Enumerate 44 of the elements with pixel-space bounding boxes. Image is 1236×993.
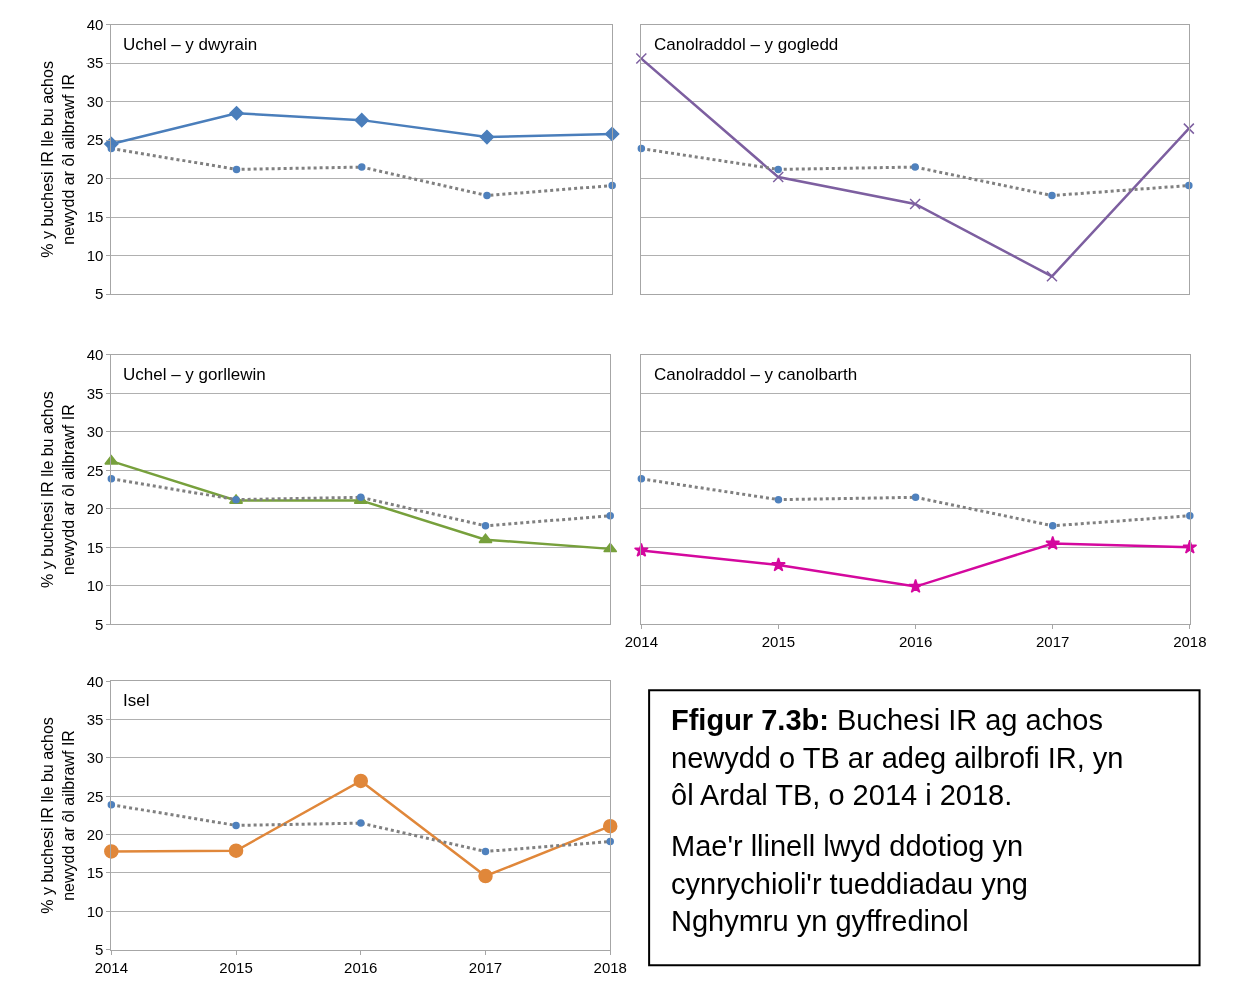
y-tick-label: 15 — [86, 208, 104, 226]
text: Canolraddol – y gogledd — [654, 35, 839, 54]
x-tick-label: 2016 — [344, 958, 378, 976]
y-tick-label: 35 — [86, 384, 104, 402]
y-tick-label: 5 — [94, 940, 104, 958]
text: Isel — [123, 691, 150, 710]
text: Mae'r llinell lwyd ddotiog yn cynrychioli'r tueddiadau yng Nghymru yn gyffredinol — [671, 830, 1028, 938]
y-tick-label: 20 — [86, 169, 104, 187]
x-tick-label: 2016 — [898, 633, 933, 651]
x-tick-label: 2018 — [1173, 633, 1207, 651]
y-axis-title: % y buchesi IR lle bu achos newydd ar ôl ailbrawf IR — [38, 391, 77, 588]
y-tick-label: 20 — [86, 500, 104, 518]
x-tick-label: 2014 — [94, 958, 129, 976]
y-tick-label: 5 — [94, 615, 104, 633]
y-tick-label: 30 — [86, 749, 104, 767]
y-tick-label: 30 — [86, 423, 104, 441]
y-tick-label: 35 — [86, 710, 104, 728]
y-tick-label: 10 — [86, 246, 104, 264]
y-axis-title: % y buchesi IR lle bu achos newydd ar ôl ailbrawf IR — [38, 61, 77, 258]
y-tick-label: 40 — [86, 672, 104, 690]
y-tick-label: 15 — [86, 538, 104, 556]
x-tick-label: 2017 — [1036, 633, 1070, 651]
text: Uchel – y gorllewin — [123, 365, 266, 384]
y-tick-label: 35 — [86, 54, 104, 72]
text: Canolraddol – y canolbarth — [654, 365, 858, 384]
y-tick-label: 15 — [86, 864, 104, 882]
y-tick-label: 30 — [86, 92, 104, 110]
y-tick-label: 25 — [86, 461, 104, 479]
y-tick-label: 10 — [86, 577, 104, 595]
x-tick-label: 2015 — [761, 633, 796, 651]
text: Uchel – y dwyrain — [123, 35, 258, 54]
y-tick-label: 40 — [86, 15, 104, 33]
y-tick-label: 25 — [86, 131, 104, 149]
y-tick-label: 25 — [86, 787, 104, 805]
y-tick-label: 5 — [94, 285, 104, 303]
x-tick-label: 2014 — [624, 633, 659, 651]
y-tick-label: 10 — [86, 902, 104, 920]
y-axis-title: % y buchesi IR lle bu achos newydd ar ôl ailbrawf IR — [38, 717, 77, 914]
x-tick-label: 2015 — [219, 958, 253, 976]
y-tick-label: 20 — [86, 825, 104, 843]
y-tick-label: 40 — [86, 346, 104, 364]
x-tick-label: 2018 — [593, 958, 627, 976]
x-tick-label: 2017 — [468, 958, 503, 976]
text: Ffigur 7.3b: Buchesi IR ag achos newydd o TB ar adeg ailbrofi IR, yn ôl Ardal TB, o 2014 i 2018. — [671, 704, 1124, 812]
